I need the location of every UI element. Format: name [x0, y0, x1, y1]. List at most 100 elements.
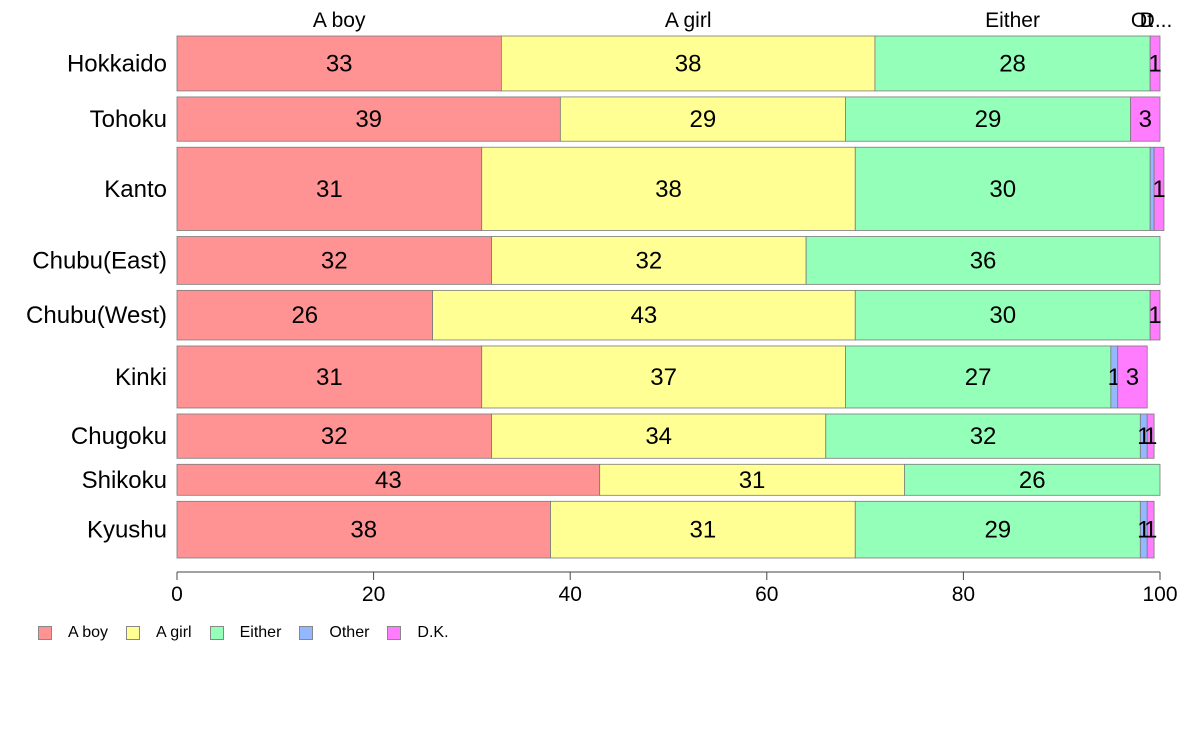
bar-segment-a-girl [481, 146, 856, 231]
bar-segment-a-girl [481, 345, 846, 409]
bar-row-kanto: 31 38 30 1 [176, 146, 1166, 231]
y-tick-label: Tohoku [90, 106, 167, 133]
top-category-label: Ot [1131, 9, 1153, 32]
legend-swatch [387, 626, 402, 640]
data-label: 38 [675, 50, 702, 77]
y-tick-label: Shikoku [82, 467, 167, 494]
legend-item-either: Either [209, 624, 282, 642]
bar-segment-d-k [1146, 500, 1155, 559]
y-axis-labels: Hokkaido Tohoku Kanto Chubu(East) Chubu(West… [26, 50, 167, 543]
legend-swatch [299, 626, 314, 640]
legend-label: A girl [156, 624, 192, 641]
x-tick-label: 40 [559, 583, 582, 606]
y-tick-label: Kanto [104, 176, 167, 203]
bar-segment-a-boy [176, 146, 483, 231]
bar-segment-a-boy [176, 236, 492, 285]
data-label: 3 [1139, 106, 1152, 133]
bar-segment-a-boy [176, 345, 483, 409]
legend-label: Other [329, 624, 370, 641]
data-label: 33 [326, 50, 353, 77]
bar-row-kinki: 31 37 27 1 3 [176, 345, 1148, 409]
bar-segment-a-girl [599, 463, 905, 496]
x-tick-label: 0 [171, 583, 183, 606]
data-label: 32 [970, 423, 997, 450]
bar-segment-a-girl [550, 500, 856, 559]
data-label: 27 [965, 364, 992, 391]
bar-segment-either [845, 96, 1131, 142]
data-label: 30 [989, 302, 1016, 329]
bar-segment-d-k [1153, 146, 1165, 231]
bar-segment-a-girl [432, 289, 856, 341]
bar-row-chubu-west: 26 43 30 1 [176, 289, 1162, 341]
bar-row-hokkaido: 33 38 28 1 [176, 35, 1162, 92]
top-category-label: Either [985, 9, 1040, 32]
bar-row-kyushu: 38 31 29 11 [176, 500, 1157, 559]
data-label: 29 [690, 106, 717, 133]
y-tick-label: Hokkaido [67, 50, 167, 77]
data-label: 37 [650, 364, 677, 391]
data-label: 38 [350, 517, 377, 544]
top-category-labels: A boy A girl Either OtD... [313, 9, 1172, 32]
legend-label: A boy [68, 624, 109, 641]
data-label: 1 [1148, 302, 1161, 329]
data-label: 32 [635, 247, 662, 274]
bar-segment-a-girl [559, 96, 846, 142]
data-label: 28 [999, 50, 1026, 77]
legend: A boy A girl Either Other D.K. [38, 624, 467, 642]
y-tick-label: Chubu(West) [26, 302, 167, 329]
data-label: 1 [1144, 517, 1157, 544]
bar-segment-either [825, 413, 1141, 459]
bar-segment-a-girl [500, 35, 876, 92]
data-label: 31 [316, 364, 343, 391]
bar-segment-a-boy [176, 96, 561, 142]
bar-segment-either [805, 236, 1161, 285]
bar-segment-d-k [1149, 289, 1161, 341]
legend-item-a-boy: A boy [38, 624, 108, 642]
top-category-label: D... [1140, 9, 1173, 32]
bar-segment-either [874, 35, 1151, 92]
y-tick-label: Kinki [115, 364, 167, 391]
bar-segment-either [854, 500, 1141, 559]
data-label: 43 [375, 467, 402, 494]
bar-segment-d-k [1149, 35, 1161, 92]
bar-row-chugoku: 32 34 32 11 [176, 413, 1157, 459]
data-label: 1 [1144, 423, 1157, 450]
data-label: 26 [291, 302, 318, 329]
bar-segment-a-boy [176, 35, 502, 92]
bar-segment-either [854, 146, 1151, 231]
top-category-label: A girl [665, 9, 712, 32]
bar-segment-d-k [1130, 96, 1161, 142]
data-label: 26 [1019, 467, 1046, 494]
bar-row-tohoku: 39 29 29 3 [176, 96, 1161, 142]
legend-swatch [126, 626, 141, 640]
data-label: 32 [321, 247, 348, 274]
y-tick-label: Chugoku [71, 423, 167, 450]
bar-segment-a-girl [491, 236, 807, 285]
data-label: 43 [631, 302, 658, 329]
legend-label: Either [239, 624, 282, 641]
bar-segment-either [904, 463, 1161, 496]
x-tick-label: 60 [755, 583, 778, 606]
data-label: 29 [984, 517, 1011, 544]
data-label: 3 [1126, 364, 1139, 391]
bar-row-shikoku: 43 31 26 [176, 463, 1161, 496]
legend-item-a-girl: A girl [126, 624, 192, 642]
bar-segment-a-boy [176, 289, 433, 341]
legend-swatch [38, 626, 52, 640]
data-label: 30 [989, 176, 1016, 203]
legend-item-dk: D.K. [387, 624, 449, 642]
x-tick-label: 20 [362, 583, 385, 606]
data-label: 31 [316, 176, 343, 203]
bar-segment-d-k [1146, 413, 1155, 459]
data-label: 34 [645, 423, 672, 450]
data-label: 1 [1148, 50, 1161, 77]
x-axis: 0 20 40 60 80 100 [171, 571, 1178, 606]
legend-item-other: Other [299, 624, 369, 642]
data-label: 31 [690, 517, 717, 544]
data-label: 38 [655, 176, 682, 203]
data-label: 36 [970, 247, 997, 274]
legend-label: D.K. [417, 624, 449, 641]
data-label: 31 [739, 467, 766, 494]
